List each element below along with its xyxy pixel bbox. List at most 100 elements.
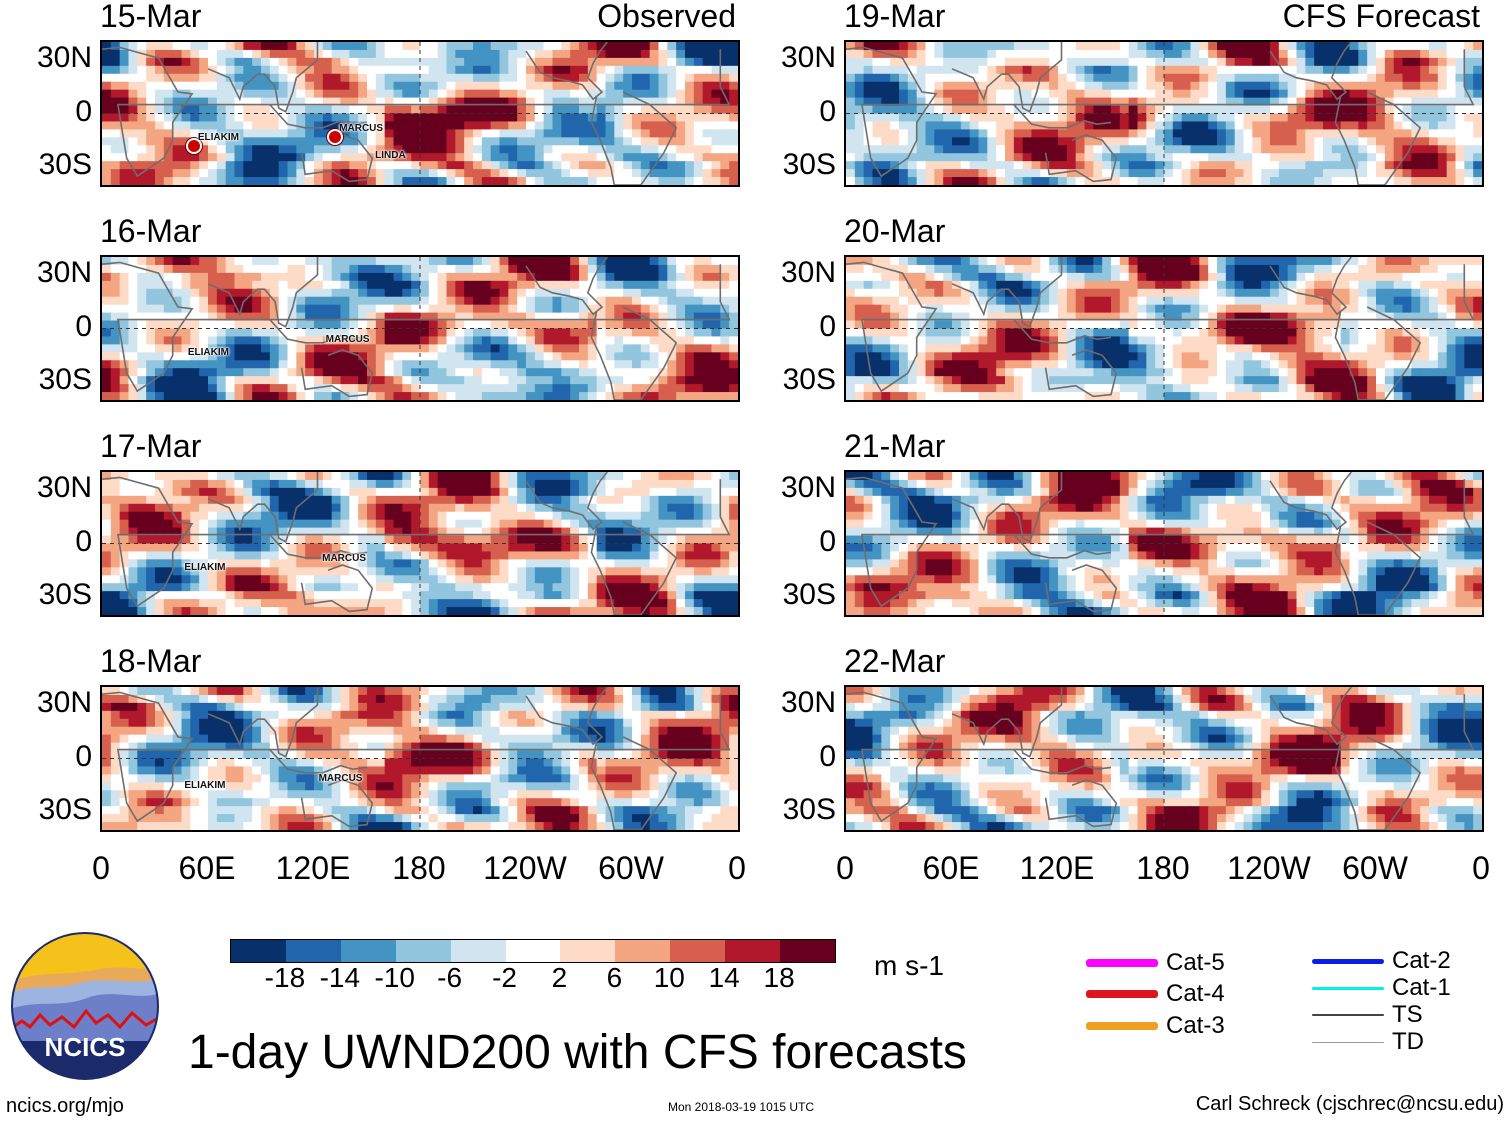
heatmap-cell: [137, 137, 147, 146]
heatmap-cell: [623, 567, 633, 576]
heatmap-cell: [402, 312, 412, 322]
heatmap-cell: [225, 137, 236, 146]
heatmap-cell: [623, 718, 633, 728]
heatmap-cell: [358, 97, 368, 107]
heatmap-cell: [384, 758, 395, 768]
heatmap-cell: [234, 320, 244, 330]
heatmap-cell: [119, 694, 130, 704]
heatmap-cell: [420, 169, 430, 178]
heatmap-cell: [190, 288, 200, 298]
heatmap-cell: [269, 742, 280, 752]
heatmap-cell: [216, 81, 227, 91]
heatmap-cell: [596, 559, 607, 568]
heatmap-cell: [596, 774, 607, 783]
heatmap-cell: [543, 352, 554, 361]
heatmap-cell: [358, 766, 368, 775]
heatmap-cell: [473, 511, 483, 521]
heatmap-cell: [649, 503, 660, 513]
heatmap-cell: [676, 153, 686, 162]
heatmap-cell: [508, 264, 518, 274]
heatmap-cell: [658, 121, 668, 130]
heatmap-cell: [349, 89, 359, 99]
heatmap-cell: [605, 742, 615, 752]
heatmap-cell: [358, 129, 368, 138]
heatmap-cell: [181, 718, 191, 728]
heatmap-cell: [296, 288, 306, 298]
heatmap-cell: [623, 280, 633, 290]
heatmap-cell: [676, 105, 686, 115]
heatmap-cell: [163, 750, 174, 760]
heatmap-cell: [110, 336, 121, 345]
heatmap-cell: [384, 607, 395, 615]
heatmap-cell: [322, 145, 333, 154]
heatmap-cell: [331, 583, 342, 592]
heatmap-cell: [605, 177, 615, 185]
heatmap-cell: [552, 472, 562, 481]
heatmap-cell: [349, 503, 359, 513]
heatmap-cell: [384, 264, 395, 274]
heatmap-cell: [649, 487, 660, 497]
heatmap-cell: [614, 487, 624, 497]
heatmap-cell: [199, 710, 209, 720]
heatmap-cell: [499, 479, 509, 489]
heatmap-cell: [216, 336, 227, 345]
heatmap-cell: [261, 113, 271, 123]
heatmap-cell: [579, 718, 589, 728]
heatmap-cell: [702, 766, 713, 775]
heatmap-cell: [596, 336, 607, 345]
heatmap-cell: [534, 105, 545, 115]
heatmap-cell: [614, 543, 624, 553]
heatmap-cell: [693, 368, 704, 377]
heatmap-cell: [296, 97, 306, 107]
heatmap-cell: [358, 81, 368, 91]
heatmap-cell: [384, 583, 395, 592]
heatmap-cell: [437, 169, 448, 178]
heatmap-cell: [534, 519, 545, 529]
heatmap-cell: [667, 42, 677, 51]
heatmap-cell: [649, 742, 660, 752]
heatmap-cell: [473, 702, 483, 712]
heatmap-cell: [508, 527, 518, 537]
heatmap-cell: [508, 105, 518, 115]
heatmap-cell: [163, 607, 174, 615]
heatmap-cell: [314, 153, 324, 162]
heatmap-cell: [481, 535, 492, 545]
heatmap-cell: [393, 575, 403, 584]
heatmap-cell: [340, 519, 350, 529]
heatmap-cell: [455, 766, 465, 775]
heatmap-cell: [446, 583, 456, 592]
heatmap-cell: [596, 296, 607, 306]
heatmap-cell: [172, 790, 183, 799]
heatmap-cell: [632, 527, 642, 537]
heatmap-cell: [685, 65, 695, 75]
heatmap-cell: [199, 583, 209, 592]
heatmap-cell: [711, 264, 721, 274]
heatmap-cell: [340, 105, 350, 115]
heatmap-cell: [243, 161, 253, 170]
panel-tag: Observed: [597, 0, 736, 34]
heatmap-cell: [561, 121, 571, 130]
heatmap-cell: [676, 503, 686, 513]
heatmap-cell: [234, 790, 244, 799]
heatmap-cell: [384, 137, 395, 146]
heatmap-cell: [331, 758, 342, 768]
heatmap-cell: [243, 543, 253, 553]
heatmap-cell: [225, 296, 236, 306]
heatmap-cell: [137, 472, 147, 481]
heatmap-cell: [464, 790, 474, 799]
heatmap-cell: [137, 288, 147, 298]
heatmap-cell: [234, 344, 244, 353]
heatmap-cell: [640, 161, 651, 170]
heatmap-cell: [119, 105, 130, 115]
heatmap-cell: [685, 121, 695, 130]
heatmap-cell: [375, 718, 386, 728]
heatmap-cell: [420, 344, 430, 353]
heatmap-cell: [181, 368, 191, 377]
heatmap-cell: [278, 487, 289, 497]
heatmap-cell: [367, 774, 377, 783]
heatmap-cell: [596, 750, 607, 760]
heatmap-cell: [570, 113, 580, 123]
heatmap-cell: [561, 607, 571, 615]
heatmap-cell: [199, 718, 209, 728]
heatmap-cell: [252, 766, 262, 775]
